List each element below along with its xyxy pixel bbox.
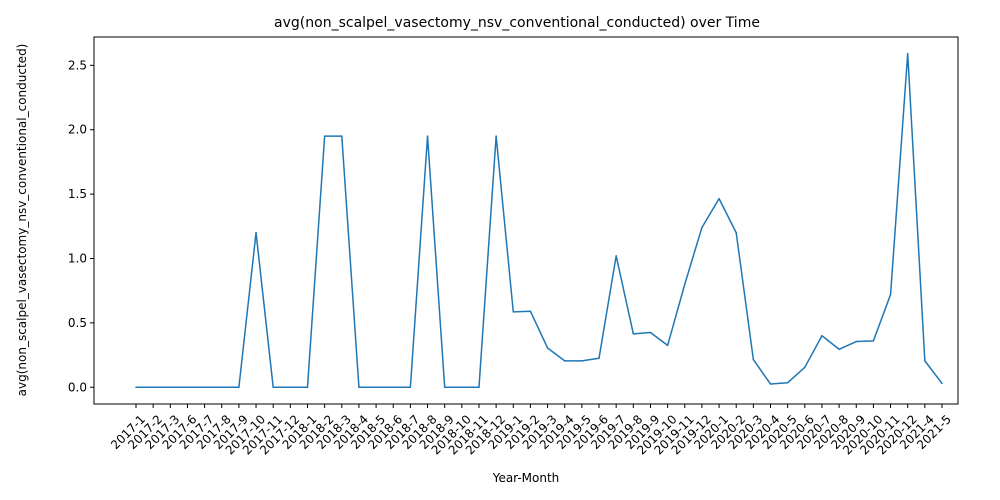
y-tick-label: 0.5 — [68, 316, 87, 330]
data-point — [512, 311, 515, 313]
y-tick-label: 0.0 — [68, 380, 87, 394]
y-axis-label: avg(non_scalpel_vasectomy_nsv_convention… — [15, 44, 29, 397]
data-point — [443, 386, 446, 389]
data-point — [255, 231, 257, 234]
data-point — [306, 386, 309, 389]
data-point — [906, 52, 909, 55]
data-point — [941, 382, 943, 385]
plot-area — [93, 36, 959, 405]
data-point — [341, 135, 343, 137]
y-tick-label: 2.5 — [68, 58, 87, 72]
data-point — [203, 386, 206, 389]
data-point — [169, 386, 172, 389]
data-point — [186, 386, 189, 389]
data-point — [615, 255, 617, 257]
data-point — [461, 386, 463, 389]
data-point — [735, 231, 737, 234]
y-tick-label: 1.0 — [68, 251, 87, 265]
data-point — [632, 333, 635, 335]
data-point — [718, 197, 720, 200]
data-point — [855, 340, 858, 343]
chart-title: avg(non_scalpel_vasectomy_nsv_convention… — [274, 15, 760, 31]
data-point — [889, 293, 892, 296]
data-point — [804, 366, 806, 369]
data-point — [426, 135, 429, 137]
data-point — [924, 360, 926, 362]
data-point — [495, 135, 497, 137]
data-point — [152, 386, 154, 389]
data-point — [135, 386, 137, 389]
data-point — [375, 386, 377, 389]
y-tick-label: 1.5 — [68, 187, 87, 201]
data-point — [872, 340, 875, 342]
y-axis: 0.0 0.5 1.0 1.5 2.0 2.5 — [68, 58, 94, 394]
data-point — [701, 226, 703, 229]
series-line — [136, 52, 943, 389]
data-points — [135, 52, 943, 389]
data-point — [478, 386, 480, 389]
data-point — [786, 382, 789, 384]
data-point — [769, 383, 772, 385]
data-point — [598, 357, 600, 360]
x-axis-label: Year-Month — [492, 471, 560, 485]
data-point — [529, 310, 532, 313]
data-point — [838, 348, 840, 351]
data-point — [649, 331, 652, 334]
y-tick-label: 2.0 — [68, 123, 87, 137]
data-point — [684, 283, 686, 285]
data-point — [581, 360, 583, 362]
data-point — [323, 135, 326, 137]
x-axis: 2017-12017-22017-32017-62017-72017-82017… — [108, 404, 954, 458]
data-point — [238, 386, 240, 389]
data-point — [409, 386, 412, 389]
data-point — [392, 386, 394, 389]
data-point — [289, 386, 292, 389]
data-point — [821, 335, 823, 337]
data-point — [272, 386, 274, 389]
data-point — [666, 344, 669, 347]
data-point — [563, 360, 566, 362]
data-point — [546, 347, 549, 349]
data-point — [752, 358, 755, 361]
data-point — [358, 386, 360, 389]
data-point — [220, 386, 223, 389]
